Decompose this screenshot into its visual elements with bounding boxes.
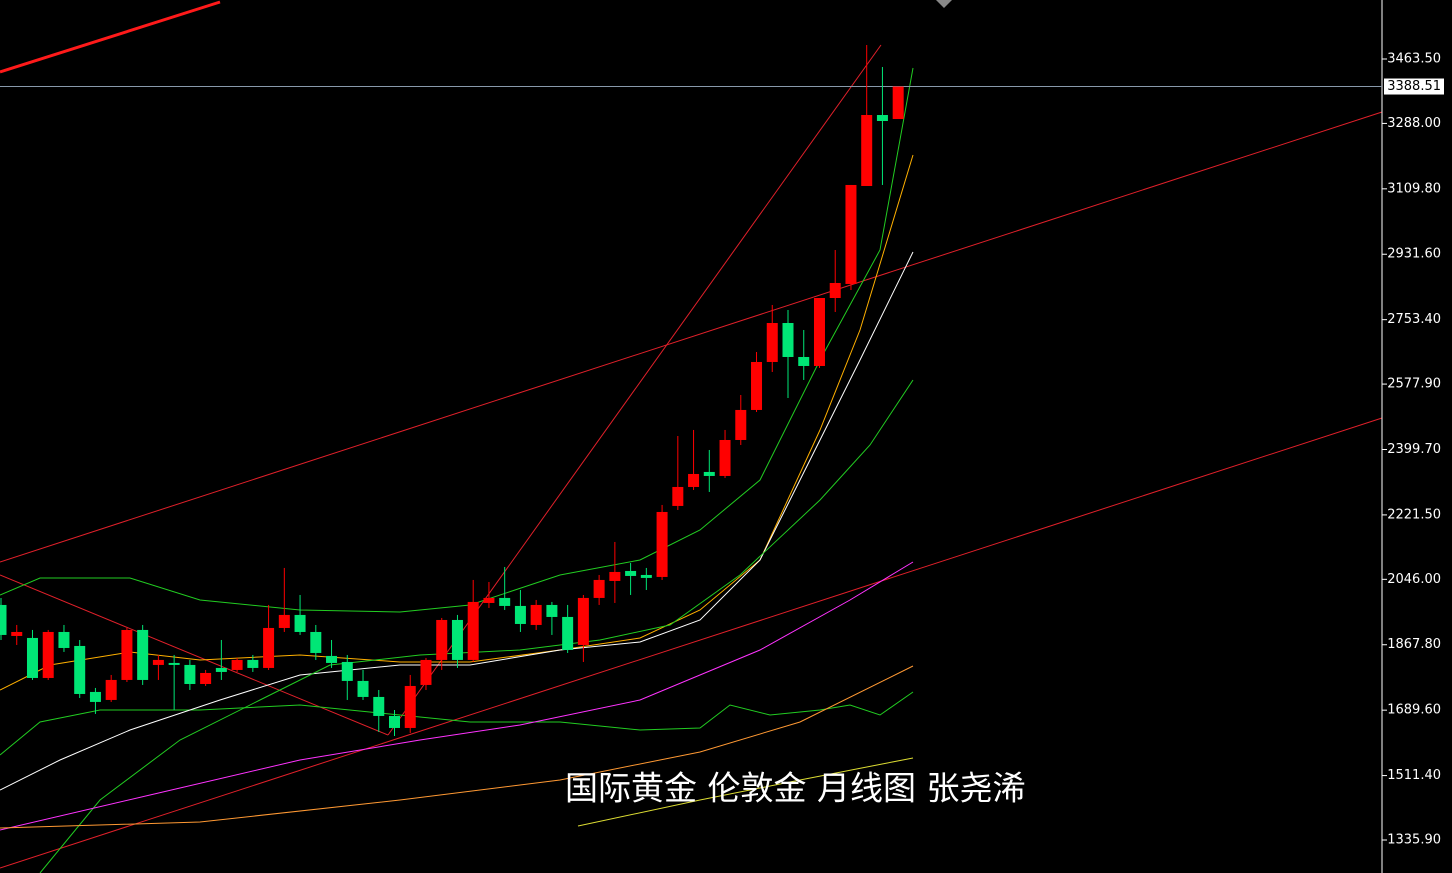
candle-body bbox=[152, 659, 164, 665]
candle-body bbox=[640, 574, 652, 578]
trend-line bbox=[0, 417, 1383, 869]
candle-body bbox=[735, 409, 747, 440]
y-tick-label: 1511.40 bbox=[1387, 768, 1441, 783]
candle-body bbox=[200, 672, 212, 684]
candle-body bbox=[58, 631, 70, 648]
candle-body bbox=[326, 655, 338, 663]
candle-body bbox=[688, 473, 700, 487]
y-tick-label: 2046.00 bbox=[1387, 572, 1441, 587]
y-tick-label: 1335.90 bbox=[1387, 832, 1441, 847]
y-tick-label: 2399.70 bbox=[1387, 442, 1441, 457]
candle-body bbox=[263, 627, 275, 668]
candle-body bbox=[105, 679, 117, 700]
indicator-line bbox=[577, 757, 914, 827]
candle-body bbox=[703, 471, 715, 476]
candle-body bbox=[798, 356, 810, 366]
y-tick-label: 2931.60 bbox=[1387, 247, 1441, 262]
candle-body bbox=[168, 662, 180, 665]
y-tick-label: 1867.80 bbox=[1387, 637, 1441, 652]
candle-body bbox=[357, 680, 369, 697]
candle-body bbox=[247, 659, 259, 668]
candle-body bbox=[404, 685, 416, 728]
indicator-line bbox=[0, 691, 914, 756]
candle-body bbox=[625, 570, 637, 576]
candle-body bbox=[231, 659, 243, 670]
trend-line bbox=[0, 111, 1383, 563]
trend-line bbox=[0, 0, 221, 74]
drawn-lines bbox=[0, 0, 1383, 873]
candle-body bbox=[278, 614, 290, 628]
indicator-line bbox=[0, 154, 914, 691]
candle-body bbox=[546, 604, 558, 617]
indicator-line bbox=[0, 665, 914, 829]
candle-body bbox=[42, 631, 54, 678]
candle-body bbox=[782, 322, 794, 357]
candle-body bbox=[26, 637, 38, 678]
candle-body bbox=[483, 597, 495, 603]
candle-body bbox=[876, 115, 888, 121]
candle-body bbox=[451, 619, 463, 660]
candle-body bbox=[530, 604, 542, 625]
candle-body bbox=[294, 614, 306, 632]
candle-body bbox=[436, 619, 448, 660]
candle-body bbox=[89, 691, 101, 702]
candle-body bbox=[751, 361, 763, 410]
candle-body bbox=[11, 631, 23, 636]
candle-body bbox=[121, 629, 133, 680]
y-tick-label: 2577.90 bbox=[1387, 377, 1441, 392]
candle-body bbox=[766, 322, 778, 362]
candle-body bbox=[184, 664, 196, 684]
candle-body bbox=[420, 659, 432, 685]
candle-body bbox=[389, 715, 400, 728]
y-tick-label: 3463.50 bbox=[1387, 51, 1441, 66]
candle-body bbox=[74, 645, 86, 694]
candle-body bbox=[514, 605, 526, 624]
price-label: 3388.51 bbox=[1387, 79, 1441, 94]
trend-line bbox=[0, 574, 389, 736]
candle-body bbox=[813, 297, 825, 366]
indicator-line bbox=[39, 379, 914, 873]
indicator-line bbox=[0, 67, 914, 613]
candle-body bbox=[892, 86, 904, 120]
candle-body bbox=[593, 579, 605, 598]
caption: 国际黄金 伦敦金 月线图 张尧浠 bbox=[565, 769, 1025, 808]
candle-body bbox=[577, 597, 589, 645]
y-tick-label: 2221.50 bbox=[1387, 507, 1441, 522]
y-tick-label: 3109.80 bbox=[1387, 181, 1441, 196]
candle-body bbox=[341, 661, 353, 681]
marker bbox=[936, 0, 952, 8]
candle-body bbox=[845, 184, 857, 284]
candle-body bbox=[215, 667, 227, 672]
candle-body bbox=[829, 282, 841, 298]
indicator-line bbox=[0, 251, 914, 791]
y-tick-label: 1689.60 bbox=[1387, 703, 1441, 718]
candle-body bbox=[672, 486, 684, 506]
y-tick-label: 3288.00 bbox=[1387, 116, 1441, 131]
candle-body bbox=[719, 439, 731, 476]
candle-body bbox=[609, 571, 621, 581]
y-tick-label: 2753.40 bbox=[1387, 312, 1441, 327]
candle-body bbox=[373, 696, 385, 716]
price-label-box bbox=[1384, 78, 1444, 95]
candle-body bbox=[562, 616, 574, 650]
candle-body bbox=[137, 629, 149, 680]
indicator-line bbox=[0, 561, 914, 831]
candle-body bbox=[499, 597, 511, 606]
candle-body bbox=[467, 601, 479, 660]
candle-body bbox=[0, 604, 7, 635]
candle-body bbox=[310, 631, 322, 653]
candle-body bbox=[861, 115, 873, 187]
candle-body bbox=[656, 511, 668, 577]
